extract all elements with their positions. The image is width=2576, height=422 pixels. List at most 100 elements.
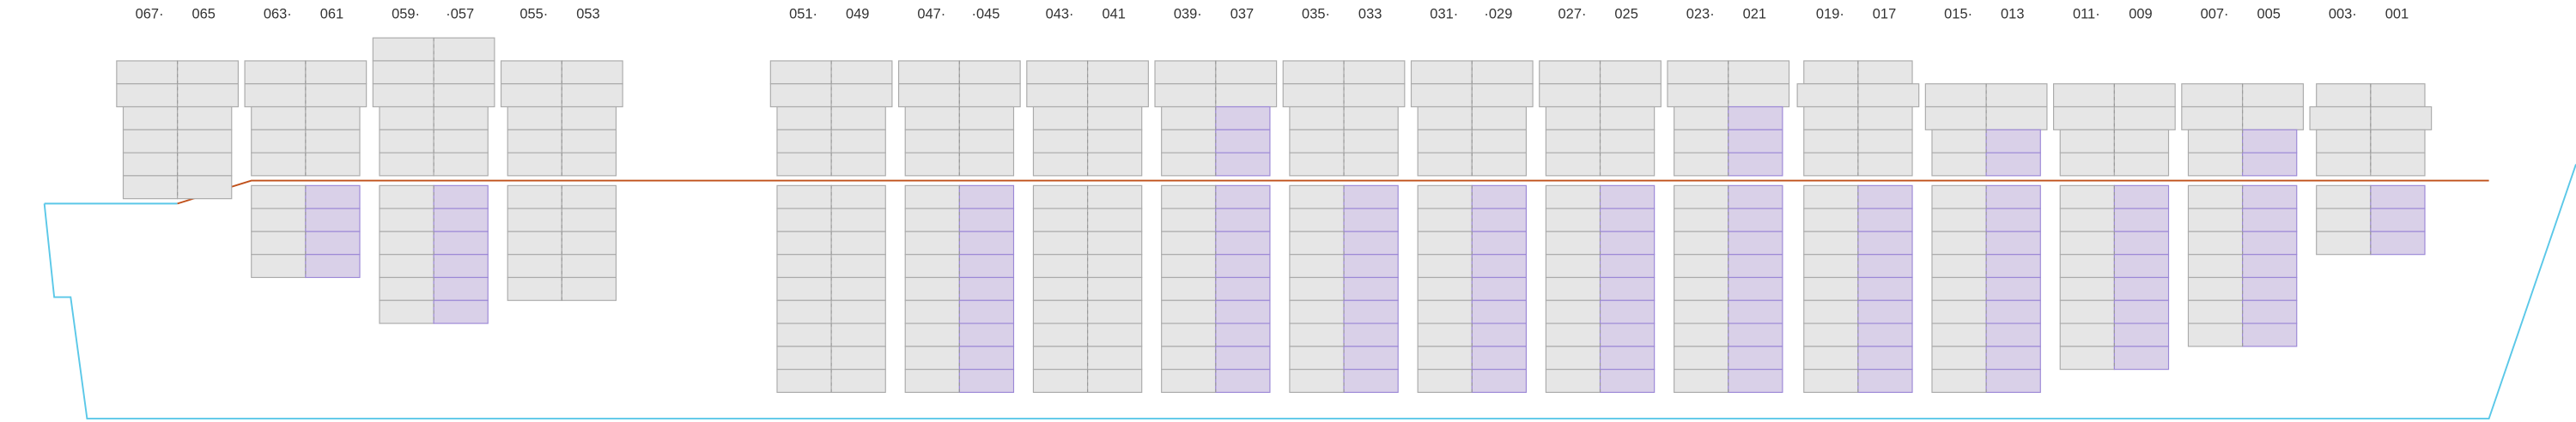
hold-slot	[2370, 208, 2426, 232]
hold-slot	[1032, 323, 1089, 347]
hold-slot	[1417, 231, 1473, 256]
hold-slot	[1343, 208, 1399, 232]
hold-slot	[1161, 184, 1217, 209]
hold-slot	[1545, 369, 1601, 393]
hold-slot	[1674, 231, 1729, 256]
hold-slot	[1985, 231, 2041, 256]
deck-slot	[1931, 152, 1987, 177]
hold-slot	[1599, 299, 1656, 324]
deck-slot	[177, 152, 233, 177]
deck-slot	[177, 83, 239, 108]
hold-slot	[830, 299, 886, 324]
hold-slot	[305, 254, 361, 279]
deck-slot	[904, 152, 960, 177]
hold-slot	[1674, 299, 1729, 324]
hold-slot	[1545, 299, 1601, 324]
hold-slot	[1728, 299, 1783, 324]
hold-slot	[2059, 276, 2115, 301]
deck-slot	[177, 129, 233, 154]
hold-slot	[1728, 276, 1783, 301]
hold-slot	[830, 254, 886, 279]
deck-slot	[1674, 152, 1729, 177]
deck-slot	[116, 60, 179, 85]
deck-slot	[2113, 129, 2170, 154]
bay-label: 041	[1102, 7, 1125, 22]
deck-slot	[1728, 106, 1783, 130]
hold-slot	[379, 276, 434, 301]
deck-slot	[433, 83, 495, 108]
bay-label: 021	[1743, 7, 1766, 22]
bay: 023· 021	[1667, 7, 1790, 393]
hold-slot	[958, 299, 1015, 324]
hold-slot	[1599, 254, 1656, 279]
deck-slot	[305, 60, 368, 85]
deck-slot	[2053, 106, 2115, 130]
hold-slot	[1857, 369, 1913, 393]
hold-slot	[776, 254, 832, 279]
bay: 011· 009	[2053, 7, 2176, 371]
deck-slot	[1471, 106, 1527, 130]
hold-slot	[1599, 231, 1656, 256]
deck-slot	[507, 106, 562, 130]
deck-slot	[1343, 152, 1399, 177]
bay: 051· 049	[769, 7, 893, 393]
deck-slot	[830, 60, 893, 85]
hold-slot	[2187, 231, 2244, 256]
hold-slot	[1161, 276, 1217, 301]
bay-label: 037	[1230, 7, 1254, 22]
deck-slot	[897, 83, 960, 108]
bay-label: 059·	[392, 7, 420, 22]
hold-slot	[1087, 184, 1143, 209]
deck-slot	[500, 83, 562, 108]
deck-slot	[122, 175, 179, 200]
hold-slot	[2242, 323, 2298, 347]
hold-slot	[904, 184, 960, 209]
hold-slot	[1545, 231, 1601, 256]
hold-slot	[1674, 276, 1729, 301]
hold-slot	[2187, 299, 2244, 324]
hull	[43, 164, 2576, 419]
hold-slot	[2113, 231, 2170, 256]
deck-slot	[1161, 152, 1217, 177]
hold-slot	[251, 254, 307, 279]
bay: 043· 041	[1026, 7, 1149, 393]
hold-slot	[507, 208, 562, 232]
deck-slot	[1410, 60, 1473, 85]
deck-slot	[1857, 129, 1913, 154]
hold-slot	[1032, 184, 1089, 209]
bay: 067· 065	[116, 7, 239, 200]
deck-slot	[1985, 152, 2041, 177]
bay-label: 013	[2001, 7, 2024, 22]
hold-slot	[1417, 184, 1473, 209]
deck-slot	[1728, 83, 1790, 108]
deck-slot	[433, 60, 495, 85]
deck-slot	[1471, 60, 1534, 85]
hold-slot	[2059, 323, 2115, 347]
hold-slot	[1343, 299, 1399, 324]
hold-slot	[830, 231, 886, 256]
bay-label: 061	[320, 7, 343, 22]
deck-slot	[2059, 129, 2115, 154]
bay: 047· ·045	[897, 7, 1021, 393]
hold-slot	[830, 276, 886, 301]
hold-slot	[433, 231, 489, 256]
deck-slot	[2370, 129, 2426, 154]
deck-slot	[2370, 152, 2426, 177]
deck-slot	[2370, 106, 2433, 130]
hold-slot	[561, 208, 617, 232]
bay-label: 015·	[1944, 7, 1972, 22]
hold-slot	[2187, 184, 2244, 209]
hold-slot	[1931, 184, 1987, 209]
deck-slot	[1728, 129, 1783, 154]
deck-slot	[1215, 83, 1278, 108]
deck-slot	[1417, 129, 1473, 154]
deck-slot	[1032, 129, 1089, 154]
bay-label: 051·	[789, 7, 817, 22]
deck-slot	[1674, 106, 1729, 130]
hold-slot	[1343, 369, 1399, 393]
hold-slot	[1289, 254, 1345, 279]
hold-slot	[2113, 323, 2170, 347]
bay: 007· 005	[2181, 7, 2304, 347]
deck-slot	[1026, 60, 1089, 85]
deck-slot	[2187, 129, 2244, 154]
